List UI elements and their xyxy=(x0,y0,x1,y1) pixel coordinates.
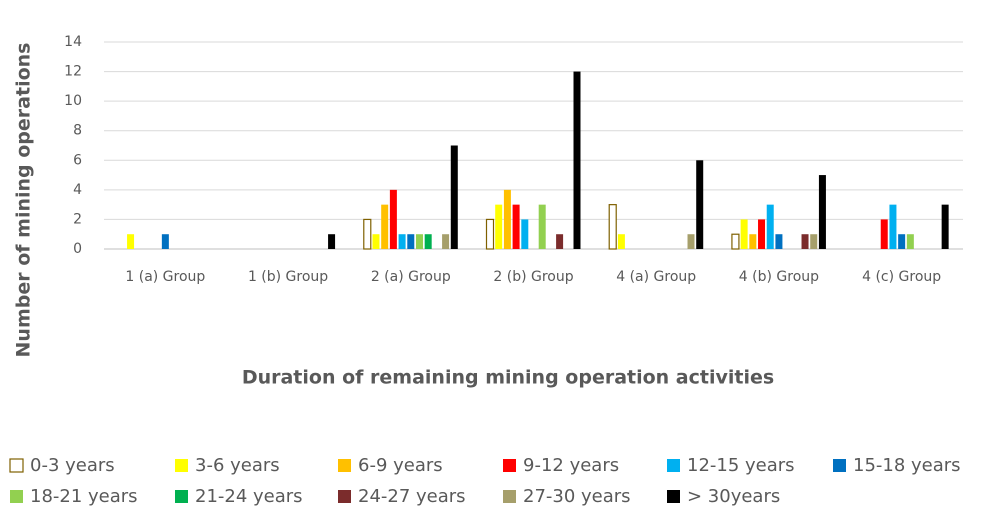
y-tick-label: 0 xyxy=(73,241,82,257)
bar xyxy=(161,234,169,249)
bar xyxy=(556,234,564,249)
x-tick-label: 2 (b) Group xyxy=(493,269,573,285)
bar xyxy=(608,204,617,250)
bar xyxy=(898,234,906,249)
bar xyxy=(889,204,897,249)
bar xyxy=(573,71,581,249)
legend-label: 15-18 years xyxy=(853,455,961,476)
bar xyxy=(906,234,914,249)
legend-swatch xyxy=(667,490,680,503)
y-axis-title: Number of mining operations xyxy=(13,43,35,358)
y-tick-label: 4 xyxy=(73,182,82,198)
bar xyxy=(389,189,397,249)
x-tick-label: 4 (b) Group xyxy=(739,269,819,285)
bar xyxy=(398,234,406,249)
bar xyxy=(941,204,949,249)
bar xyxy=(127,234,135,249)
bar xyxy=(442,234,450,249)
y-tick-label: 6 xyxy=(73,152,82,168)
legend-label: 3-6 years xyxy=(195,455,280,476)
bar xyxy=(880,219,888,249)
legend-label: 18-21 years xyxy=(30,486,138,507)
bar xyxy=(485,218,495,250)
y-tick-label: 12 xyxy=(64,64,82,80)
legend-label: 27-30 years xyxy=(523,486,631,507)
legend-label: 9-12 years xyxy=(523,455,619,476)
bar xyxy=(415,234,423,249)
bar xyxy=(818,175,826,249)
bar xyxy=(740,219,748,249)
y-tick-label: 8 xyxy=(73,123,82,139)
legend-swatch xyxy=(667,459,680,472)
bar xyxy=(749,234,757,249)
bar xyxy=(775,234,783,249)
bar xyxy=(407,234,415,249)
legend-label: 21-24 years xyxy=(195,486,303,507)
y-tick-label: 2 xyxy=(73,211,82,227)
x-tick-label: 2 (a) Group xyxy=(371,269,451,285)
legend-label: 0-3 years xyxy=(30,455,115,476)
x-tick-label: 4 (a) Group xyxy=(616,269,696,285)
bar xyxy=(801,234,809,249)
legend-swatch xyxy=(338,459,351,472)
bar xyxy=(758,219,766,249)
bar xyxy=(617,234,625,249)
x-tick-label: 1 (a) Group xyxy=(125,269,205,285)
legend-label: 24-27 years xyxy=(358,486,466,507)
bar xyxy=(521,219,529,249)
bar xyxy=(766,204,774,249)
legend-swatch xyxy=(9,458,24,473)
bar xyxy=(503,189,511,249)
legend-swatch xyxy=(175,459,188,472)
x-axis-title: Duration of remaining mining operation a… xyxy=(242,367,774,389)
y-tick-label: 10 xyxy=(64,93,82,109)
bar xyxy=(696,160,704,249)
x-tick-label: 4 (c) Group xyxy=(862,269,941,285)
bar xyxy=(328,234,336,249)
y-tick-label: 14 xyxy=(64,34,82,50)
legend-swatch xyxy=(10,490,23,503)
bar xyxy=(731,233,740,250)
bar xyxy=(381,204,389,249)
legend-swatch xyxy=(833,459,846,472)
bar xyxy=(687,234,695,249)
bar xyxy=(512,204,520,249)
legend-label: 6-9 years xyxy=(358,455,443,476)
legend-label: > 30years xyxy=(687,486,780,507)
legend-swatch xyxy=(503,490,516,503)
bar xyxy=(495,204,503,249)
legend-swatch xyxy=(338,490,351,503)
bar xyxy=(424,234,432,249)
bar xyxy=(538,204,546,249)
legend-label: 12-15 years xyxy=(687,455,795,476)
bar xyxy=(372,234,380,249)
bar xyxy=(363,218,372,250)
bar xyxy=(810,234,818,249)
legend-swatch xyxy=(175,490,188,503)
legend-swatch xyxy=(503,459,516,472)
bar xyxy=(450,145,458,249)
x-tick-label: 1 (b) Group xyxy=(248,269,328,285)
